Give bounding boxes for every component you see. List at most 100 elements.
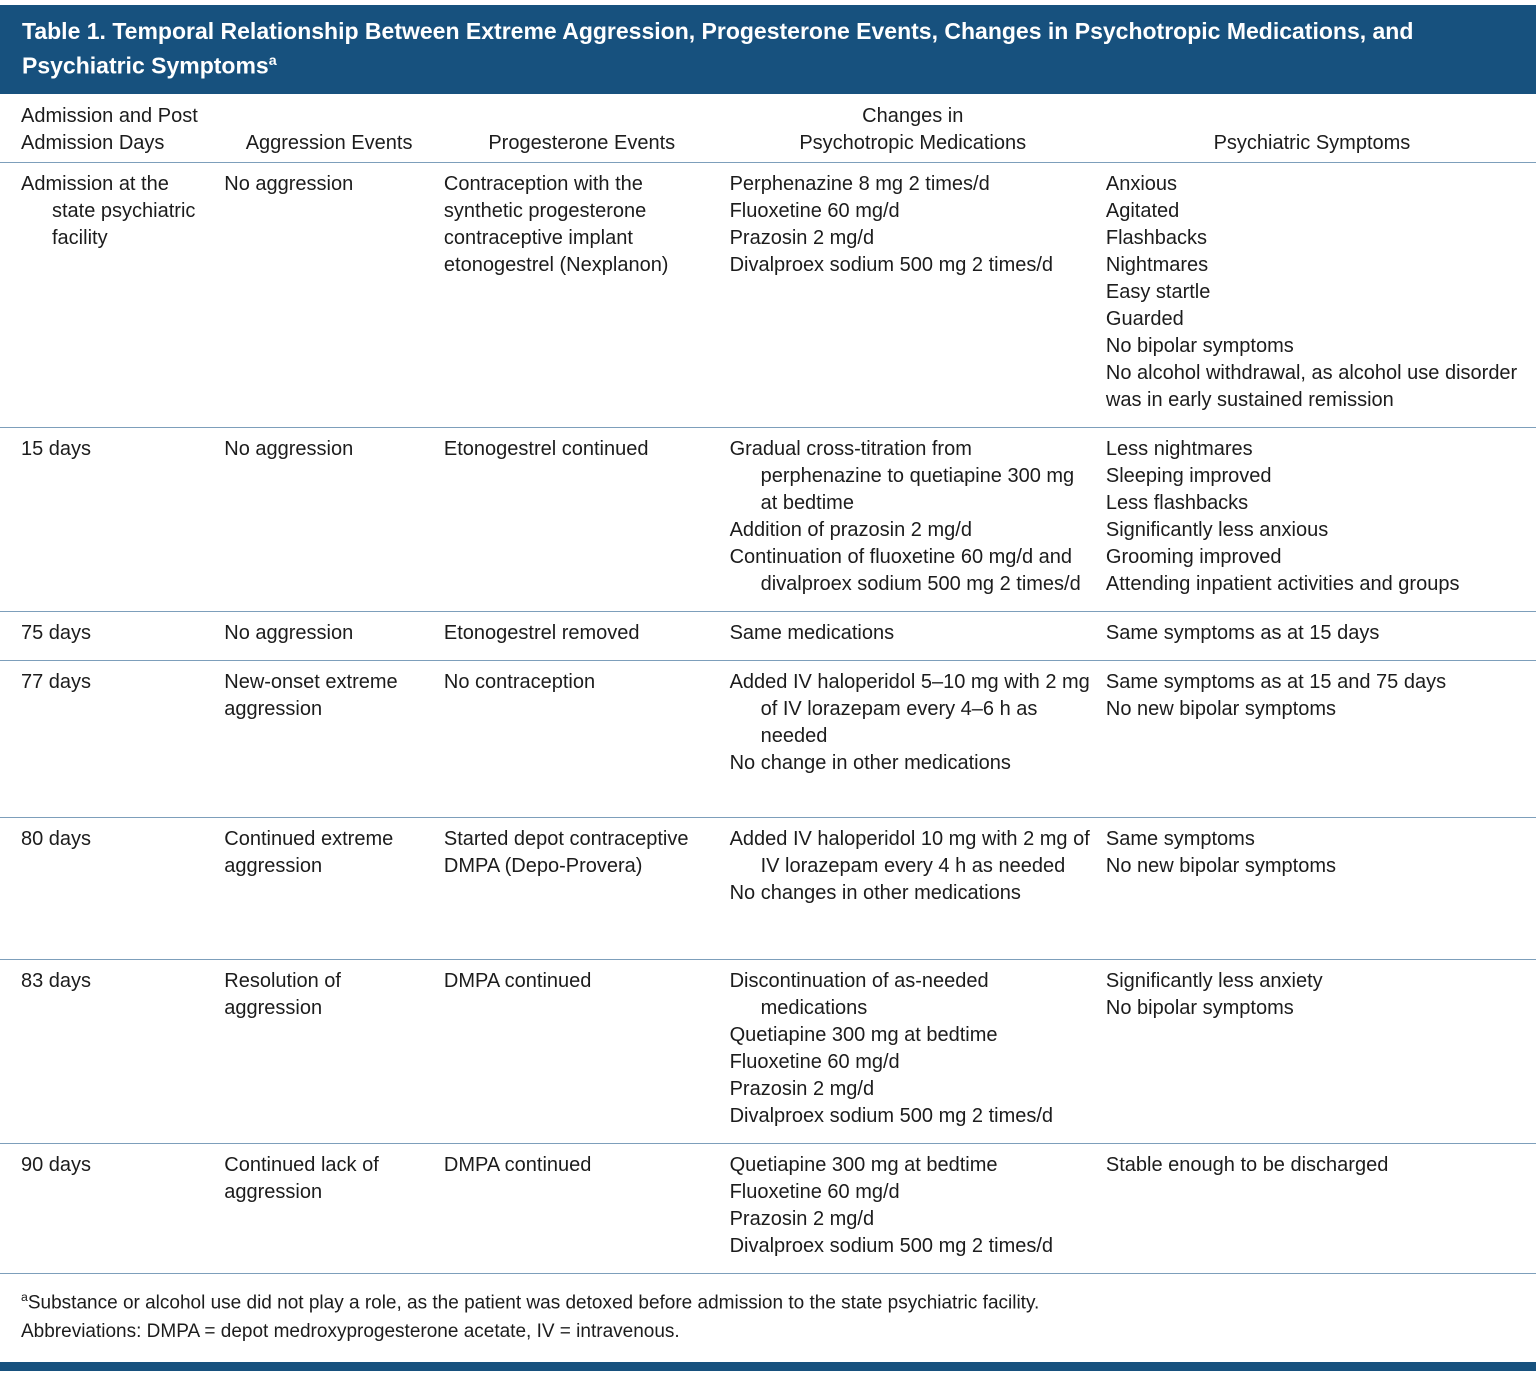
cell-paragraph: Same symptoms as at 15 days <box>1105 621 1380 644</box>
cell-symptoms: Significantly less anxiety No bipolar sym… <box>1105 959 1536 1144</box>
cell-medications: Same medications <box>729 611 1106 661</box>
cell-symptoms: Anxious Agitated Flashbacks Nightmares Easy … <box>1105 162 1536 428</box>
cell-symptoms: Same symptoms as at 15 and 75 days No new… <box>1105 660 1536 818</box>
cell-medications: Perphenazine 8 mg 2 times/d Fluoxetine 60… <box>729 162 1106 428</box>
cell-paragraph: Admission at the state psychiatric facil… <box>21 172 196 249</box>
cell-paragraph: 15 days <box>21 437 92 460</box>
cell-paragraph: Divalproex sodium 500 mg 2 times/d <box>729 1104 1054 1127</box>
cell-paragraph: Etonogestrel continued <box>443 437 649 460</box>
cell-paragraph: Added IV haloperidol 10 mg with 2 mg of … <box>729 827 1090 877</box>
cell-paragraph: Attending inpatient activities and group… <box>1105 572 1460 595</box>
cell-paragraph: Less nightmares <box>1105 437 1253 460</box>
footnote-text: Abbreviations: DMPA = depot medroxyproge… <box>21 1320 680 1342</box>
table-footnotes: aSubstance or alcohol use did not play a… <box>0 1274 1536 1360</box>
cell-paragraph: Fluoxetine 60 mg/d <box>729 1180 900 1203</box>
cell-paragraph: Prazosin 2 mg/d <box>729 1077 875 1100</box>
footnote-abbreviations: Abbreviations: DMPA = depot medroxyproge… <box>21 1317 1514 1346</box>
table-header: Admission and Post Admission Days Aggres… <box>0 93 1536 163</box>
cell-days: 80 days <box>0 817 225 960</box>
cell-paragraph: Resolution of aggression <box>224 969 341 1019</box>
cell-paragraph: No change in other medications <box>729 751 1011 774</box>
cell-symptoms: Less nightmares Sleeping improved Less fla… <box>1105 427 1536 612</box>
cell-progesterone: Etonogestrel removed <box>443 611 730 661</box>
cell-paragraph: Significantly less anxiety <box>1105 969 1323 992</box>
temporal-relationship-table: Admission and Post Admission Days Aggres… <box>0 93 1536 1274</box>
cell-progesterone: No contraception <box>443 660 730 818</box>
cell-paragraph: Continuation of fluoxetine 60 mg/d and d… <box>729 545 1081 595</box>
table-row: 75 days No aggression Etonogestrel removed… <box>0 611 1536 661</box>
column-header-psychiatric-symptoms: Psychiatric Symptoms <box>1105 93 1536 163</box>
cell-days: 77 days <box>0 660 225 818</box>
table-row: 83 days Resolution of aggression DMPA cont… <box>0 959 1536 1144</box>
cell-paragraph: Divalproex sodium 500 mg 2 times/d <box>729 1234 1054 1257</box>
table-row: 15 days No aggression Etonogestrel continu… <box>0 427 1536 612</box>
cell-aggression: No aggression <box>224 427 444 612</box>
cell-medications: Added IV haloperidol 10 mg with 2 mg of … <box>729 817 1106 960</box>
cell-paragraph: Etonogestrel removed <box>443 621 640 644</box>
cell-days: Admission at the state psychiatric facil… <box>0 162 225 428</box>
cell-paragraph: Same symptoms <box>1105 827 1255 850</box>
cell-paragraph: Gradual cross-titration from perphenazin… <box>729 437 1075 514</box>
cell-paragraph: No aggression <box>224 172 354 195</box>
cell-paragraph: No alcohol withdrawal, as alcohol use di… <box>1105 361 1518 411</box>
footnote-text: Substance or alcohol use did not play a … <box>27 1291 1040 1313</box>
cell-paragraph: Fluoxetine 60 mg/d <box>729 199 900 222</box>
cell-aggression: Continued extreme aggression <box>224 817 444 960</box>
cell-paragraph: Flashbacks <box>1105 226 1208 249</box>
cell-paragraph: Continued extreme aggression <box>224 827 394 877</box>
bottom-rule-bar <box>0 1361 1536 1371</box>
cell-progesterone: Etonogestrel continued <box>443 427 730 612</box>
table-row: 80 days Continued extreme aggression Start… <box>0 817 1536 960</box>
column-header-psychotropic-medications: Changes in Psychotropic Medications <box>729 93 1106 163</box>
cell-aggression: New-onset extreme aggression <box>224 660 444 818</box>
cell-paragraph: Sleeping improved <box>1105 464 1272 487</box>
footnote-marker: a <box>21 1289 28 1304</box>
cell-aggression: Resolution of aggression <box>224 959 444 1144</box>
cell-paragraph: Less flashbacks <box>1105 491 1249 514</box>
cell-paragraph: No new bipolar symptoms <box>1105 697 1336 720</box>
cell-paragraph: Contraception with the synthetic progest… <box>443 172 669 276</box>
cell-paragraph: 75 days <box>21 621 92 644</box>
cell-symptoms: Stable enough to be discharged <box>1105 1143 1536 1274</box>
cell-medications: Discontinuation of as-needed medications… <box>729 959 1106 1144</box>
cell-days: 75 days <box>0 611 225 661</box>
cell-days: 15 days <box>0 427 225 612</box>
cell-paragraph: Nightmares <box>1105 253 1209 276</box>
table-row: 77 days New-onset extreme aggression No co… <box>0 660 1536 818</box>
cell-medications: Added IV haloperidol 5–10 mg with 2 mg o… <box>729 660 1106 818</box>
cell-paragraph: Same symptoms as at 15 and 75 days <box>1105 670 1447 693</box>
column-header-progesterone-events: Progesterone Events <box>443 93 730 163</box>
cell-aggression: Continued lack of aggression <box>224 1143 444 1274</box>
cell-aggression: No aggression <box>224 162 444 428</box>
table-title-footnote-marker: a <box>268 53 277 69</box>
footnote-substance-use: aSubstance or alcohol use did not play a… <box>21 1283 1514 1317</box>
cell-paragraph: Easy startle <box>1105 280 1211 303</box>
cell-paragraph: No bipolar symptoms <box>1105 334 1294 357</box>
cell-paragraph: Divalproex sodium 500 mg 2 times/d <box>729 253 1054 276</box>
cell-medications: Quetiapine 300 mg at bedtime Fluoxetine 6… <box>729 1143 1106 1274</box>
cell-paragraph: No aggression <box>224 437 354 460</box>
cell-paragraph: Stable enough to be discharged <box>1105 1153 1389 1176</box>
cell-paragraph: 80 days <box>21 827 92 850</box>
cell-progesterone: DMPA continued <box>443 959 730 1144</box>
cell-paragraph: Perphenazine 8 mg 2 times/d <box>729 172 990 195</box>
cell-symptoms: Same symptoms as at 15 days <box>1105 611 1536 661</box>
cell-paragraph: Addition of prazosin 2 mg/d <box>729 518 972 541</box>
cell-progesterone: Contraception with the synthetic progest… <box>443 162 730 428</box>
cell-paragraph: DMPA continued <box>443 969 592 992</box>
cell-paragraph: No contraception <box>443 670 596 693</box>
cell-paragraph: Prazosin 2 mg/d <box>729 1207 875 1230</box>
column-header-admission-days: Admission and Post Admission Days <box>0 93 225 163</box>
cell-paragraph: Added IV haloperidol 5–10 mg with 2 mg o… <box>729 670 1090 747</box>
cell-paragraph: Prazosin 2 mg/d <box>729 226 875 249</box>
cell-paragraph: Anxious <box>1105 172 1178 195</box>
cell-paragraph: DMPA continued <box>443 1153 592 1176</box>
table-row: Admission at the state psychiatric facil… <box>0 162 1536 428</box>
cell-medications: Gradual cross-titration from perphenazin… <box>729 427 1106 612</box>
cell-days: 90 days <box>0 1143 225 1274</box>
header-row: Admission and Post Admission Days Aggres… <box>0 93 1536 163</box>
cell-paragraph: Started depot contraceptive DMPA (Depo-P… <box>443 827 689 877</box>
cell-days: 83 days <box>0 959 225 1144</box>
cell-paragraph: No changes in other medications <box>729 881 1021 904</box>
